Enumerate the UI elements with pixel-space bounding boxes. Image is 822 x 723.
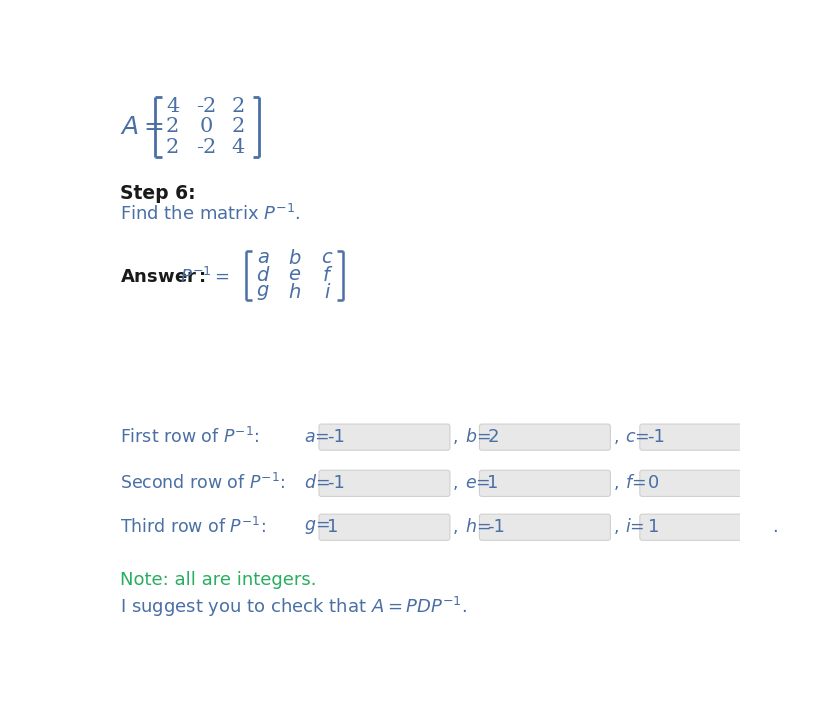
Text: Third row of $P^{-1}$:: Third row of $P^{-1}$: (120, 517, 266, 537)
Text: $c$: $c$ (321, 249, 334, 268)
Text: $a$=: $a$= (304, 428, 330, 446)
Text: 4: 4 (166, 96, 179, 116)
Text: $i$: $i$ (324, 283, 331, 301)
Text: Note: all are integers.: Note: all are integers. (120, 570, 316, 589)
Text: $b$: $b$ (289, 249, 302, 268)
Text: -1: -1 (326, 428, 344, 446)
Text: 0: 0 (199, 117, 213, 137)
FancyBboxPatch shape (640, 470, 771, 497)
Text: $A =$: $A =$ (120, 116, 164, 139)
Text: 1: 1 (487, 474, 498, 492)
Text: 2: 2 (166, 117, 179, 137)
Text: 2: 2 (232, 96, 245, 116)
FancyBboxPatch shape (319, 514, 450, 540)
Text: 2: 2 (166, 138, 179, 157)
Text: $P^{-1} =$: $P^{-1} =$ (180, 267, 230, 287)
Text: $e$=: $e$= (464, 474, 490, 492)
Text: 1: 1 (648, 518, 659, 536)
Text: 2: 2 (487, 428, 499, 446)
Text: $h$: $h$ (289, 283, 302, 301)
Text: Second row of $P^{-1}$:: Second row of $P^{-1}$: (120, 474, 285, 493)
Text: 0: 0 (648, 474, 658, 492)
Text: I suggest you to check that $A = PDP^{-1}$.: I suggest you to check that $A = PDP^{-1… (120, 594, 467, 619)
Text: 1: 1 (326, 518, 338, 536)
Text: $b$=: $b$= (464, 428, 491, 446)
FancyBboxPatch shape (640, 514, 771, 540)
Text: -2: -2 (196, 96, 216, 116)
Text: ,: , (453, 474, 459, 492)
FancyBboxPatch shape (640, 424, 771, 450)
Text: 2: 2 (232, 117, 245, 137)
Text: Step 6:: Step 6: (120, 184, 196, 202)
Text: $g$: $g$ (256, 283, 270, 301)
FancyBboxPatch shape (479, 424, 611, 450)
Text: $e$: $e$ (289, 266, 302, 284)
Text: First row of $P^{-1}$:: First row of $P^{-1}$: (120, 427, 259, 447)
Text: $h$=: $h$= (464, 518, 491, 536)
Text: -1: -1 (326, 474, 344, 492)
Text: $\bf{Answer:}$: $\bf{Answer:}$ (120, 268, 206, 286)
Text: $g$=: $g$= (304, 518, 330, 536)
Text: $c$=: $c$= (625, 428, 649, 446)
FancyBboxPatch shape (319, 470, 450, 497)
FancyBboxPatch shape (479, 514, 611, 540)
Text: Find the matrix $P^{-1}$.: Find the matrix $P^{-1}$. (120, 204, 300, 224)
Text: ,: , (613, 428, 619, 446)
Text: $i$=: $i$= (625, 518, 644, 536)
Text: ,: , (613, 518, 619, 536)
Text: -1: -1 (487, 518, 505, 536)
Text: ,: , (453, 518, 459, 536)
Text: ,: , (453, 428, 459, 446)
Text: -1: -1 (648, 428, 666, 446)
Text: ,: , (613, 474, 619, 492)
Text: .: . (773, 518, 778, 536)
Text: -2: -2 (196, 138, 216, 157)
Text: $a$: $a$ (256, 249, 270, 268)
Text: $d$: $d$ (256, 266, 270, 285)
FancyBboxPatch shape (479, 470, 611, 497)
Text: 4: 4 (232, 138, 245, 157)
Text: $f$=: $f$= (625, 474, 646, 492)
Text: $f$: $f$ (322, 266, 333, 285)
Text: $d$=: $d$= (304, 474, 330, 492)
FancyBboxPatch shape (319, 424, 450, 450)
